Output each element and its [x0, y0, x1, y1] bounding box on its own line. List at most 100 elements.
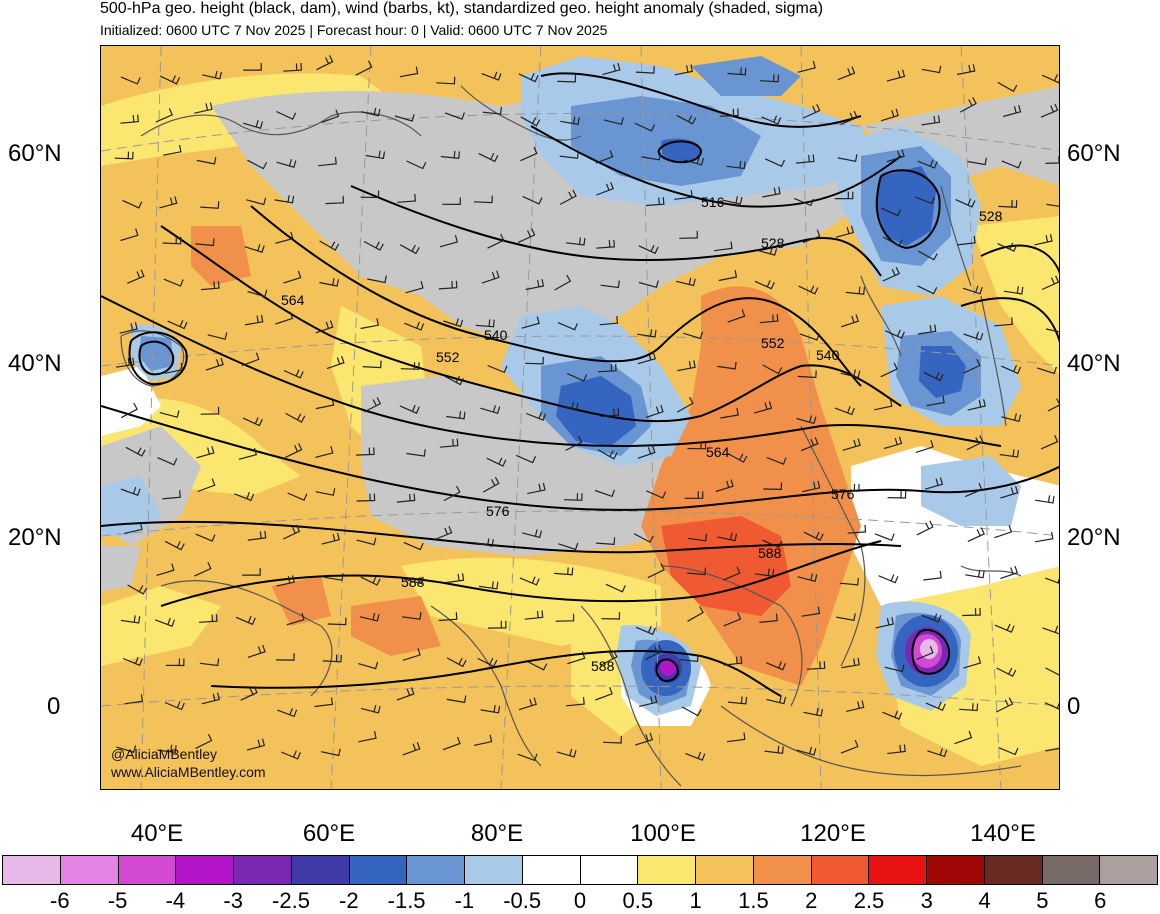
colorbar [2, 855, 1158, 885]
wind-barb [759, 314, 779, 324]
wind-barb [444, 375, 465, 386]
wind-barb [840, 483, 860, 492]
credit-url: www.AliciaMBentley.com [111, 764, 266, 780]
wind-barb [125, 446, 146, 457]
wind-barb [517, 753, 538, 762]
wind-barb [527, 661, 548, 671]
wind-barb [962, 607, 981, 617]
wind-barb [559, 151, 579, 159]
wind-barb [402, 741, 421, 756]
wind-barb [487, 364, 508, 374]
wind-barb [242, 568, 261, 576]
wind-barb [480, 705, 501, 714]
wind-barb [207, 332, 228, 340]
wind-barb [600, 408, 620, 418]
wind-barb [726, 160, 746, 170]
wind-barb [205, 357, 224, 371]
wind-barb [127, 269, 145, 284]
wind-barb [840, 314, 859, 328]
wind-barb [637, 351, 656, 365]
wind-barb [1041, 74, 1059, 84]
wind-barb [247, 644, 266, 658]
wind-barb [763, 482, 783, 491]
wind-barb [645, 404, 664, 418]
wind-barb [359, 612, 380, 622]
wind-barb [405, 281, 424, 294]
wind-barb [157, 744, 177, 753]
wind-barb [603, 735, 622, 744]
wind-barb [445, 573, 465, 584]
wind-barb [923, 570, 942, 581]
wind-barb [287, 492, 308, 501]
wind-barb [803, 707, 824, 717]
wind-barb [835, 225, 855, 238]
wind-barb [840, 110, 858, 126]
colorbar-label: -5 [107, 888, 128, 913]
lat-label-left: 60°N [8, 140, 62, 167]
wind-barb [434, 525, 453, 541]
wind-barb [1001, 160, 1022, 169]
wind-barb [567, 373, 588, 382]
wind-barb [400, 362, 420, 370]
wind-barb [321, 532, 340, 545]
wind-barb [996, 667, 1017, 678]
wind-barb [999, 449, 1020, 458]
wind-barb [402, 648, 421, 661]
anomaly-field-darkblue [556, 138, 966, 696]
wind-barb [723, 612, 742, 627]
wind-barb [355, 60, 373, 76]
wind-barb [645, 644, 663, 660]
wind-barb [679, 230, 698, 239]
wind-barb [803, 531, 824, 542]
wind-barb [116, 745, 137, 753]
colorbar-label: 5 [1036, 888, 1049, 913]
wind-barb [635, 66, 655, 74]
wind-barb [796, 746, 817, 756]
wind-barb [684, 491, 704, 499]
contour-label: 564 [281, 292, 305, 308]
colorbar-swatch [522, 856, 581, 884]
colorbar-swatch [927, 856, 985, 884]
lon-label: 140°E [970, 820, 1036, 847]
wind-barb [473, 195, 493, 204]
wind-barb [966, 435, 984, 451]
wind-barb [685, 751, 706, 761]
wind-barb [127, 584, 148, 595]
wind-barb [556, 748, 577, 758]
colorbar-label: 0 [573, 888, 587, 913]
wind-barb [163, 144, 182, 156]
wind-barb [515, 454, 537, 464]
wind-barb [800, 436, 819, 452]
wind-barb [196, 156, 217, 165]
wind-barb [478, 581, 499, 590]
wind-barb [197, 478, 216, 493]
wind-barb [967, 157, 987, 166]
wind-barb [596, 239, 615, 249]
wind-barb [406, 160, 427, 170]
wind-barb [322, 654, 342, 663]
wind-barb [482, 107, 502, 115]
lat-label-left: 40°N [8, 350, 62, 377]
wind-barb [880, 362, 898, 378]
wind-barb [994, 623, 1015, 633]
wind-barb [674, 190, 693, 200]
wind-barb [163, 278, 184, 287]
wind-barb [759, 613, 778, 623]
wind-barb [594, 489, 615, 498]
wind-barb [1046, 203, 1059, 207]
wind-barb [394, 114, 415, 122]
wind-barb [803, 103, 821, 119]
wind-barb [915, 440, 934, 453]
wind-barb [836, 613, 856, 621]
wind-barb [154, 617, 176, 627]
wind-barb [282, 524, 301, 540]
wind-barb [157, 457, 178, 466]
wind-barb [727, 309, 746, 323]
wind-barb [645, 197, 665, 207]
wind-barb [517, 228, 536, 243]
wind-barb [799, 333, 820, 341]
wind-barb [1045, 667, 1059, 676]
wind-barb [765, 661, 787, 671]
wind-barb [638, 695, 658, 707]
wind-barb [762, 186, 781, 198]
